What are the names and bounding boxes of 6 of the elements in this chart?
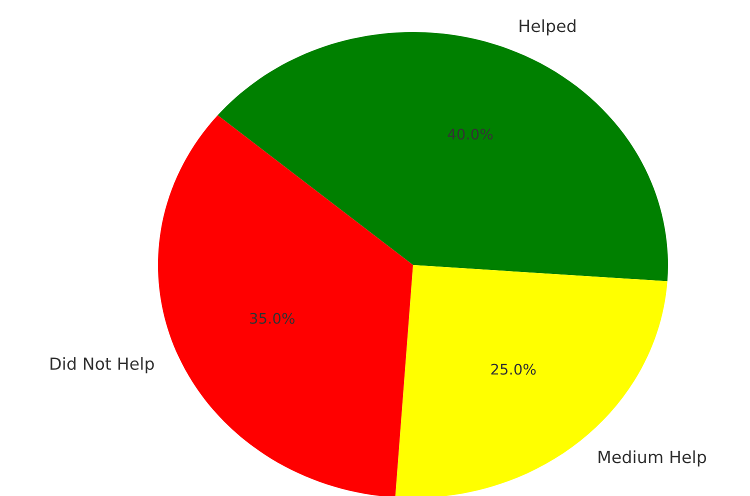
- data-label: 35.0%: [250, 312, 295, 324]
- slice-label: Helped: [520, 19, 576, 36]
- data-label: 25.0%: [491, 364, 536, 375]
- slice-label: Did Not Help: [50, 357, 154, 374]
- data-label: 40.0%: [448, 128, 493, 140]
- slice-label: Medium Help: [598, 450, 706, 466]
